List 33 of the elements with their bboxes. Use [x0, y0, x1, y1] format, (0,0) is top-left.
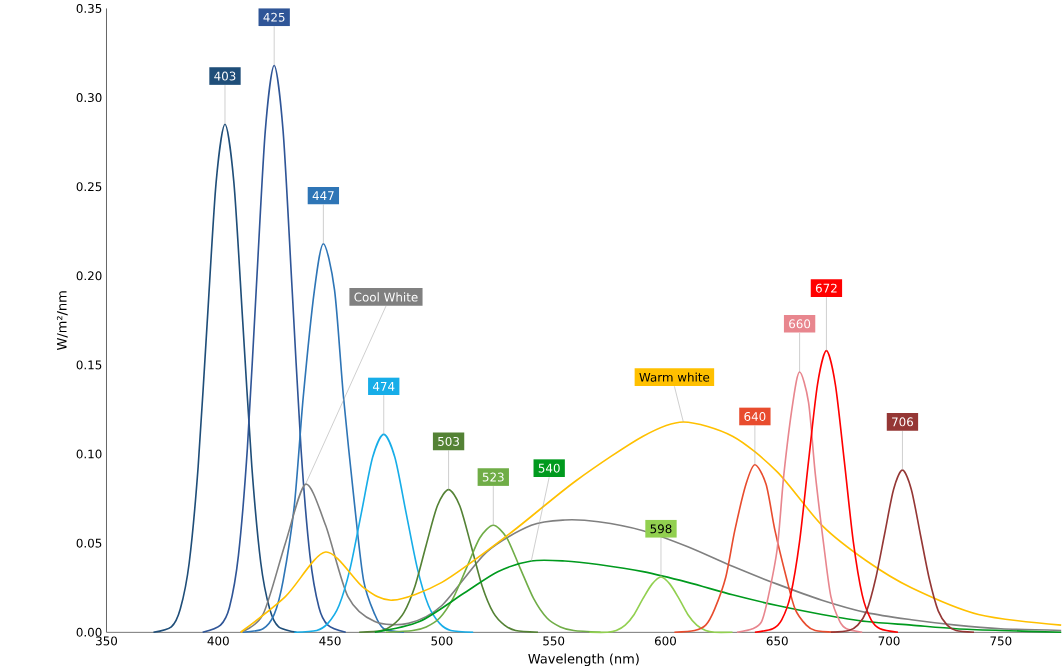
text: 523	[482, 472, 504, 482]
y-tick-label: 0.20	[76, 271, 102, 281]
y-tick-label: 0.15	[76, 360, 102, 370]
text: 540	[538, 463, 560, 473]
text: 672	[815, 283, 837, 293]
text: 640	[744, 411, 766, 421]
x-tick-label: 650	[766, 636, 788, 646]
x-tick-label: 700	[878, 636, 900, 646]
y-tick-label: 0.05	[76, 538, 102, 548]
x-tick-label: 450	[319, 636, 341, 646]
text: 503	[438, 436, 459, 446]
x-tick-label: 750	[990, 636, 1012, 646]
y-tick-label: 0.35	[76, 3, 102, 13]
text: Cool White	[354, 292, 418, 302]
text: 660	[789, 319, 811, 329]
y-tick-label: 0.10	[76, 449, 102, 459]
text: 425	[263, 12, 285, 22]
x-tick-label: 400	[207, 636, 229, 646]
x-axis-title: Wavelength (nm)	[528, 653, 639, 667]
text: 403	[214, 71, 236, 81]
x-tick-label: 350	[96, 636, 118, 646]
y-tick-label: 0.00	[76, 627, 102, 637]
text: 474	[372, 381, 395, 391]
text: Warm white	[639, 372, 710, 382]
text: 706	[892, 417, 914, 427]
x-tick-label: 550	[543, 636, 565, 646]
y-axis-title: W/m²/nm	[56, 291, 68, 351]
text: 598	[650, 524, 672, 534]
x-tick-label: 500	[431, 636, 453, 646]
text: 447	[312, 191, 334, 200]
y-tick-label: 0.25	[76, 182, 102, 192]
x-tick-label: 600	[654, 636, 676, 646]
y-tick-label: 0.30	[76, 93, 102, 103]
